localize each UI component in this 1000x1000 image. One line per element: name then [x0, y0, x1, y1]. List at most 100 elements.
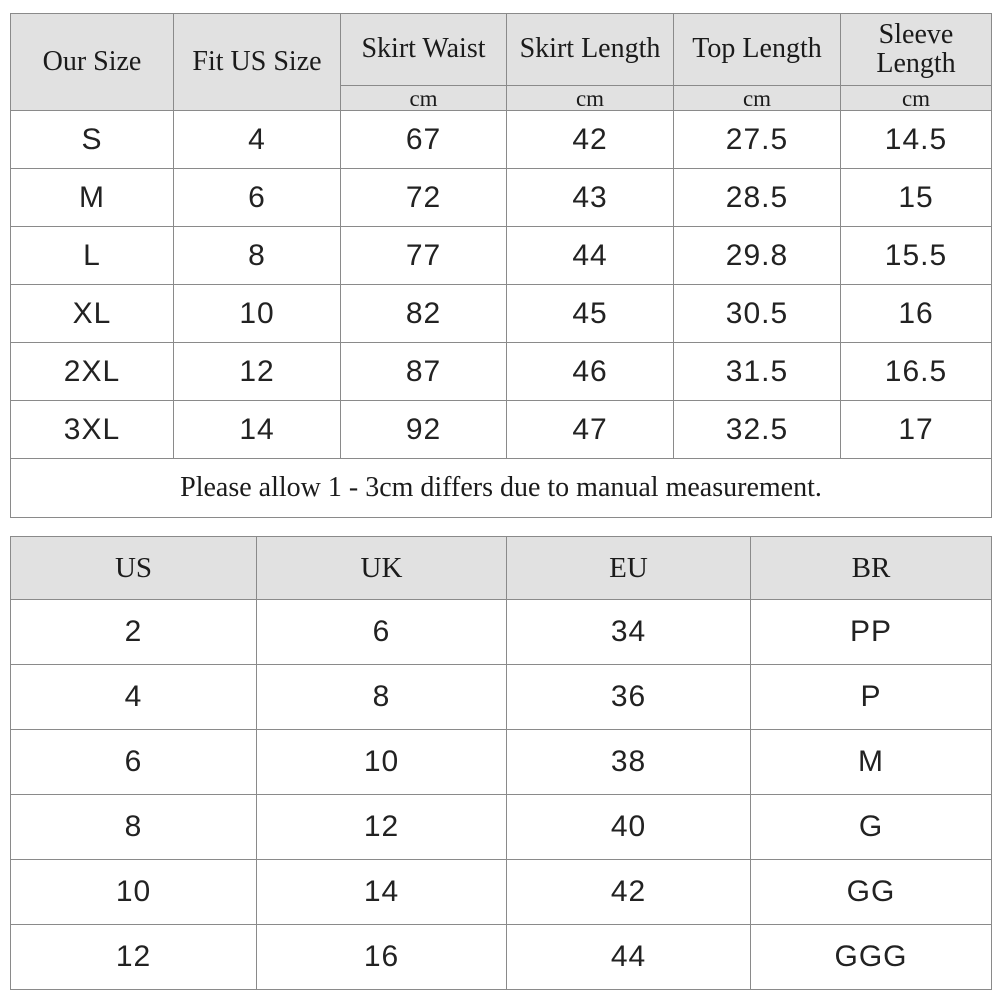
table-cell: 36: [506, 664, 751, 730]
table-cell: 16: [256, 924, 507, 990]
table-cell: 16.5: [840, 342, 992, 401]
table-cell: 2: [10, 599, 257, 665]
table-cell: 42: [506, 859, 751, 925]
table-cell: 34: [506, 599, 751, 665]
table-cell: 72: [340, 168, 507, 227]
table-cell: 4: [10, 664, 257, 730]
column-header-br: BR: [750, 536, 992, 600]
table-cell: 15.5: [840, 226, 992, 285]
table-cell: 10: [256, 729, 507, 795]
table-row: XL 10 82 45 30.5 16: [10, 284, 992, 343]
table-row: 2XL 12 87 46 31.5 16.5: [10, 342, 992, 401]
table-cell: 45: [506, 284, 674, 343]
table-cell: 15: [840, 168, 992, 227]
table-cell: 82: [340, 284, 507, 343]
table-cell: M: [750, 729, 992, 795]
table-row: 4 8 36 P: [10, 664, 992, 730]
table-cell: 92: [340, 400, 507, 459]
table-cell: 30.5: [673, 284, 841, 343]
table-row: 3XL 14 92 47 32.5 17: [10, 400, 992, 459]
unit-row: cm cm cm cm: [11, 85, 992, 111]
column-header-skirt-waist: Skirt Waist: [340, 13, 507, 86]
table-cell: 14.5: [840, 110, 992, 169]
table-cell: 16: [840, 284, 992, 343]
unit-cell-skirt-waist: cm: [340, 85, 507, 111]
unit-cell-top-length: cm: [673, 85, 841, 111]
size-table-footer: Please allow 1 - 3cm differs due to manu…: [10, 458, 992, 518]
table-cell: 8: [173, 226, 341, 285]
table-cell: S: [10, 110, 174, 169]
size-header-row: Our Size Fit US Size Skirt Waist Skirt L…: [10, 13, 992, 111]
column-header-sleeve-length: Sleeve Length: [840, 13, 992, 86]
measurement-note: Please allow 1 - 3cm differs due to manu…: [10, 458, 992, 518]
table-cell: M: [10, 168, 174, 227]
table-cell: 44: [506, 924, 751, 990]
table-cell: 43: [506, 168, 674, 227]
table-cell: L: [10, 226, 174, 285]
table-cell: 14: [256, 859, 507, 925]
table-cell: 12: [256, 794, 507, 860]
table-cell: 77: [340, 226, 507, 285]
table-cell: 32.5: [673, 400, 841, 459]
table-cell: 8: [10, 794, 257, 860]
table-cell: 46: [506, 342, 674, 401]
column-header-skirt-length: Skirt Length: [506, 13, 674, 86]
column-header-eu: EU: [506, 536, 751, 600]
table-cell: 8: [256, 664, 507, 730]
table-cell: 42: [506, 110, 674, 169]
table-cell: 38: [506, 729, 751, 795]
table-cell: 31.5: [673, 342, 841, 401]
table-cell: 67: [340, 110, 507, 169]
table-cell: 47: [506, 400, 674, 459]
table-cell: 10: [10, 859, 257, 925]
table-cell: 6: [173, 168, 341, 227]
size-table-body: S 4 67 42 27.5 14.5 M 6 72 43 28.5 15 L 8 77 44 29.8 15.5…: [10, 110, 992, 459]
note-row: Please allow 1 - 3cm differs due to manu…: [10, 458, 992, 518]
column-header-our-size: Our Size: [10, 13, 174, 111]
table-row: 2 6 34 PP: [10, 599, 992, 665]
table-cell: 14: [173, 400, 341, 459]
table-row: 8 12 40 G: [10, 794, 992, 860]
table-cell: 27.5: [673, 110, 841, 169]
table-cell: PP: [750, 599, 992, 665]
table-cell: GG: [750, 859, 992, 925]
column-header-fit-us-size: Fit US Size: [173, 13, 341, 111]
table-row: 12 16 44 GGG: [10, 924, 992, 990]
table-cell: 6: [256, 599, 507, 665]
table-row: M 6 72 43 28.5 15: [10, 168, 992, 227]
table-cell: G: [750, 794, 992, 860]
conversion-table-body: 2 6 34 PP 4 8 36 P 6 10 38 M 8 12 40 G 10 14 42 GG 12 16 44 GGG: [10, 599, 992, 990]
table-cell: 87: [340, 342, 507, 401]
table-row: L 8 77 44 29.8 15.5: [10, 226, 992, 285]
size-chart-table: Our Size Fit US Size Skirt Waist Skirt L…: [10, 13, 992, 518]
column-header-us: US: [10, 536, 257, 600]
table-cell: 44: [506, 226, 674, 285]
unit-cell-sleeve-length: cm: [840, 85, 992, 111]
table-cell: 4: [173, 110, 341, 169]
table-row: 6 10 38 M: [10, 729, 992, 795]
column-header-top-length: Top Length: [673, 13, 841, 86]
column-header-uk: UK: [256, 536, 507, 600]
table-cell: XL: [10, 284, 174, 343]
size-conversion-table: US UK EU BR 2 6 34 PP 4 8 36 P 6 10 38 M 8 12 40 G 10 14 4…: [10, 536, 992, 990]
table-cell: 3XL: [10, 400, 174, 459]
table-cell: GGG: [750, 924, 992, 990]
size-table-header: Our Size Fit US Size Skirt Waist Skirt L…: [10, 13, 992, 111]
table-cell: 40: [506, 794, 751, 860]
table-cell: 10: [173, 284, 341, 343]
unit-cell-skirt-length: cm: [506, 85, 674, 111]
table-cell: P: [750, 664, 992, 730]
table-cell: 29.8: [673, 226, 841, 285]
table-cell: 17: [840, 400, 992, 459]
table-cell: 2XL: [10, 342, 174, 401]
table-row: S 4 67 42 27.5 14.5: [10, 110, 992, 169]
table-cell: 28.5: [673, 168, 841, 227]
conversion-table-header: US UK EU BR: [10, 536, 992, 600]
table-cell: 12: [10, 924, 257, 990]
table-cell: 12: [173, 342, 341, 401]
table-cell: 6: [10, 729, 257, 795]
conversion-header-row: US UK EU BR: [10, 536, 992, 600]
table-row: 10 14 42 GG: [10, 859, 992, 925]
